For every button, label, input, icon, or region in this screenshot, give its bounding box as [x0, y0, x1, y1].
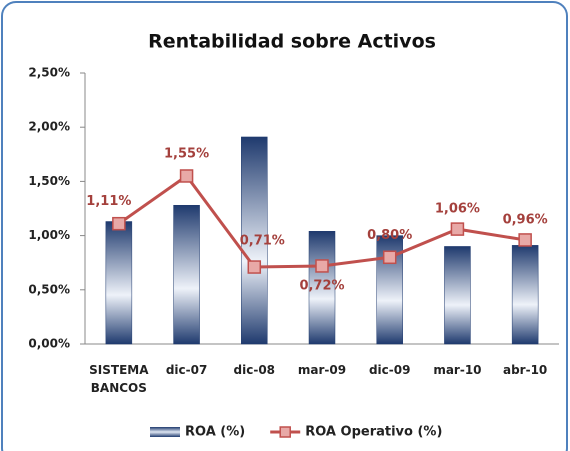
data-label: 1,55%	[164, 146, 209, 161]
bar	[444, 246, 471, 345]
legend-marker	[279, 426, 291, 438]
line-marker	[247, 260, 262, 274]
line-marker	[382, 250, 397, 265]
bar	[241, 136, 268, 345]
x-tick-label: dic-08	[233, 363, 276, 377]
data-label: 1,06%	[435, 202, 480, 217]
line-marker	[112, 216, 126, 231]
y-tick-label: 0,50%	[28, 282, 70, 296]
y-tick-label: 1,00%	[28, 228, 70, 242]
x-tick-label: abr-10	[502, 363, 548, 377]
legend-label: ROA (%)	[185, 425, 245, 440]
y-tick-label: 1,50%	[28, 174, 70, 188]
chart-title: Rentabilidad sobre Activos	[148, 31, 436, 53]
data-label: 1,11%	[86, 194, 131, 209]
line-marker	[518, 233, 532, 247]
legend-swatch	[150, 427, 180, 437]
x-tick-label: dic-07	[165, 363, 208, 377]
bar	[105, 221, 133, 345]
line-marker	[179, 169, 194, 183]
x-tick-label: mar-09	[297, 363, 347, 377]
bar	[308, 231, 336, 345]
y-tick-label: 0,00%	[28, 337, 70, 351]
y-tick-label: 2,00%	[28, 120, 70, 134]
data-label: 0,96%	[503, 212, 548, 227]
bar	[173, 204, 200, 345]
data-label: 0,71%	[240, 234, 285, 249]
x-tick-label: dic-09	[368, 363, 411, 377]
x-tick-label: mar-10	[433, 363, 482, 377]
data-label: 0,80%	[367, 228, 412, 243]
data-label: 0,72%	[299, 278, 344, 293]
line-marker	[450, 222, 465, 236]
legend-label: ROA Operativo (%)	[305, 425, 442, 440]
line-marker	[315, 259, 329, 273]
y-tick-label: 2,50%	[28, 66, 70, 80]
x-tick-label: SISTEMA BANCOS	[89, 363, 149, 395]
bar	[511, 245, 539, 345]
